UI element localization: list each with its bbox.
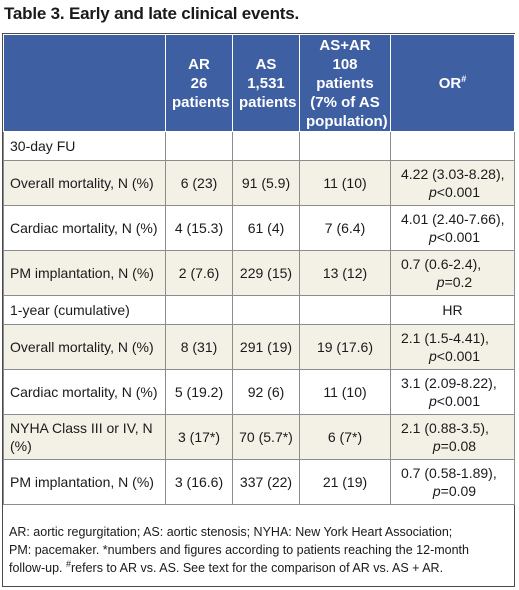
row-label: Cardiac mortality, N (%) — [3, 205, 166, 251]
table-frame — [2, 33, 515, 587]
cell-as: 91 (5.9) — [232, 160, 300, 206]
table-title: Table 3. Early and late clinical events. — [4, 4, 299, 23]
row-label: PM implantation, N (%) — [3, 459, 166, 505]
header-or: OR# — [390, 34, 515, 132]
cell-or: 3.1 (2.09-8.22), p<0.001 — [390, 369, 515, 415]
empty-cell — [299, 131, 391, 161]
cell-asar: 19 (17.6) — [299, 324, 391, 370]
section-label: 1-year (cumulative) — [3, 295, 166, 325]
cell-ar: 2 (7.6) — [165, 250, 233, 296]
row-label: Overall mortality, N (%) — [3, 160, 166, 206]
table-body: 30-day FU Overall mortality, N (%) 6 (23) 9… — [3, 131, 515, 505]
cell-ar: 3 (17*) — [165, 414, 233, 460]
empty-cell — [165, 295, 233, 325]
row-label: Cardiac mortality, N (%) — [3, 369, 166, 415]
section-row: 1-year (cumulative) HR — [3, 295, 515, 325]
estimate-ci: 2.1 (1.5-4.41), — [401, 330, 489, 346]
row-label: Overall mortality, N (%) — [3, 324, 166, 370]
p-value: p<0.001 — [428, 348, 480, 364]
estimate-ci: 2.1 (0.88-3.5), — [401, 420, 489, 436]
cell-ar: 8 (31) — [165, 324, 233, 370]
cell-asar: 11 (10) — [299, 369, 391, 415]
table-row: NYHA Class III or IV, N (%) 3 (17*) 70 (5.… — [3, 414, 515, 460]
cell-asar: 7 (6.4) — [299, 205, 391, 251]
cell-asar: 11 (10) — [299, 160, 391, 206]
cell-as: 70 (5.7*) — [232, 414, 300, 460]
header-ar: AR 26 patients — [165, 34, 233, 132]
header-row: AR 26 patients AS 1,531 patients AS+AR 1… — [3, 34, 515, 132]
section-label: 30-day FU — [3, 131, 166, 161]
row-label: NYHA Class III or IV, N (%) — [3, 414, 166, 460]
cell-or: 2.1 (0.88-3.5), p=0.08 — [390, 414, 515, 460]
table-row: Cardiac mortality, N (%) 4 (15.3) 61 (4) 7 … — [3, 205, 515, 251]
cell-or: 2.1 (1.5-4.41), p<0.001 — [390, 324, 515, 370]
estimate-ci: 0.7 (0.6-2.4), — [401, 256, 482, 272]
empty-cell — [165, 131, 233, 161]
table-row: PM implantation, N (%) 3 (16.6) 337 (22) 21… — [3, 459, 515, 505]
cell-asar: 13 (12) — [299, 250, 391, 296]
empty-cell — [299, 295, 391, 325]
cell-as: 92 (6) — [232, 369, 300, 415]
estimate-ci: 3.1 (2.09-8.22), — [401, 375, 497, 391]
cell-or: 4.01 (2.40-7.66), p<0.001 — [390, 205, 515, 251]
estimate-ci: 0.7 (0.58-1.89), — [401, 465, 497, 481]
cell-asar: 21 (19) — [299, 459, 391, 505]
empty-cell — [232, 295, 300, 325]
p-value: p=0.09 — [432, 483, 477, 499]
table-row: PM implantation, N (%) 2 (7.6) 229 (15) 13 … — [3, 250, 515, 296]
table-row: Cardiac mortality, N (%) 5 (19.2) 92 (6) 11… — [3, 369, 515, 415]
cell-as: 291 (19) — [232, 324, 300, 370]
section-stat-label: HR — [390, 295, 515, 325]
p-value: p=0.08 — [432, 438, 477, 454]
p-value: p=0.2 — [436, 274, 473, 290]
clinical-events-table: AR 26 patients AS 1,531 patients AS+AR 1… — [3, 34, 515, 505]
cell-or: 0.7 (0.58-1.89), p=0.09 — [390, 459, 515, 505]
cell-ar: 4 (15.3) — [165, 205, 233, 251]
empty-cell — [232, 131, 300, 161]
header-asar: AS+AR 108 patients (7% of AS population) — [299, 34, 391, 132]
row-label: PM implantation, N (%) — [3, 250, 166, 296]
p-value: p<0.001 — [428, 393, 480, 409]
cell-as: 229 (15) — [232, 250, 300, 296]
estimate-ci: 4.01 (2.40-7.66), — [401, 211, 505, 227]
cell-ar: 5 (19.2) — [165, 369, 233, 415]
header-stub — [3, 34, 166, 132]
cell-or: 4.22 (3.03-8.28), p<0.001 — [390, 160, 515, 206]
table-row: Overall mortality, N (%) 6 (23) 91 (5.9) 11… — [3, 160, 515, 206]
section-stat-label — [390, 131, 515, 161]
section-row: 30-day FU — [3, 131, 515, 161]
header-as: AS 1,531 patients — [232, 34, 300, 132]
table-row: Overall mortality, N (%) 8 (31) 291 (19) 19… — [3, 324, 515, 370]
cell-as: 61 (4) — [232, 205, 300, 251]
cell-ar: 6 (23) — [165, 160, 233, 206]
table-footnote: AR: aortic regurgitation; AS: aortic ste… — [9, 525, 469, 575]
cell-asar: 6 (7*) — [299, 414, 391, 460]
cell-as: 337 (22) — [232, 459, 300, 505]
estimate-ci: 4.22 (3.03-8.28), — [401, 166, 505, 182]
p-value: p<0.001 — [428, 184, 480, 200]
p-value: p<0.001 — [428, 229, 480, 245]
cell-or: 0.7 (0.6-2.4), p=0.2 — [390, 250, 515, 296]
cell-ar: 3 (16.6) — [165, 459, 233, 505]
